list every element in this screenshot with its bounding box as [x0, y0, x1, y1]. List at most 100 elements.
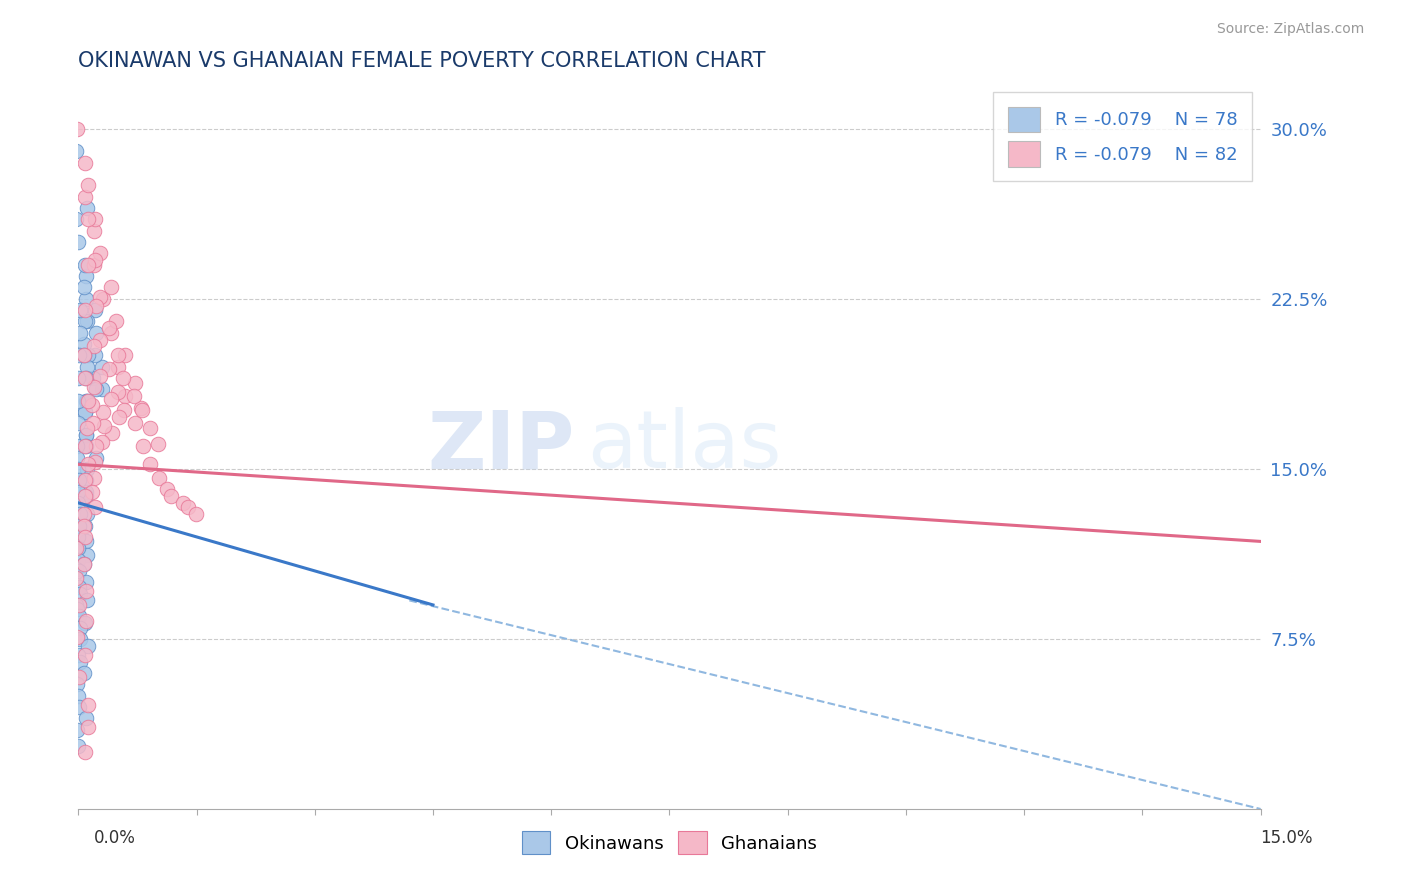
- Point: [73, 349, 96, 363]
- Point: [156, 482, 179, 496]
- Point: [89, 333, 111, 347]
- Point: [67, 609, 90, 624]
- Point: [76, 593, 98, 607]
- Point: [91, 292, 114, 306]
- Point: [146, 437, 169, 451]
- Point: [114, 349, 136, 363]
- Point: [84, 439, 107, 453]
- Point: [89, 246, 111, 260]
- Point: [139, 458, 162, 472]
- Point: [75, 489, 97, 503]
- Point: [84, 383, 107, 397]
- Point: [65, 212, 87, 227]
- Point: [83, 339, 105, 353]
- Point: [83, 224, 105, 238]
- Point: [76, 178, 98, 193]
- Point: [67, 671, 90, 685]
- Point: [83, 380, 105, 394]
- Point: [66, 121, 89, 136]
- Point: [148, 471, 170, 485]
- Text: 15.0%: 15.0%: [1260, 829, 1313, 847]
- Point: [67, 580, 90, 594]
- Point: [76, 462, 98, 476]
- Point: [75, 427, 97, 442]
- Point: [82, 371, 104, 385]
- Point: [75, 484, 97, 499]
- Text: ZIP: ZIP: [427, 407, 575, 485]
- Point: [66, 552, 89, 566]
- Point: [76, 212, 98, 227]
- Point: [76, 258, 98, 272]
- Point: [66, 677, 89, 691]
- Point: [75, 371, 97, 385]
- Point: [84, 303, 107, 318]
- Point: [76, 393, 98, 408]
- Point: [75, 314, 97, 328]
- Point: [73, 557, 96, 571]
- Point: [73, 557, 96, 571]
- Point: [82, 398, 104, 412]
- Point: [67, 700, 90, 714]
- Point: [76, 639, 98, 653]
- Point: [132, 439, 155, 453]
- Point: [75, 439, 97, 453]
- Point: [65, 145, 87, 159]
- Point: [100, 326, 122, 340]
- Point: [98, 321, 121, 335]
- Point: [73, 518, 96, 533]
- Point: [67, 648, 90, 662]
- Point: [69, 303, 91, 318]
- Point: [69, 632, 91, 646]
- Point: [75, 648, 97, 662]
- Point: [77, 393, 100, 408]
- Point: [107, 349, 129, 363]
- Point: [75, 575, 97, 590]
- Point: [84, 500, 107, 515]
- Point: [83, 258, 105, 272]
- Point: [76, 421, 98, 435]
- Point: [66, 602, 89, 616]
- Point: [75, 614, 97, 628]
- Legend: R = -0.079    N = 78, R = -0.079    N = 82: R = -0.079 N = 78, R = -0.079 N = 82: [993, 93, 1251, 181]
- Point: [75, 489, 97, 503]
- Text: OKINAWAN VS GHANAIAN FEMALE POVERTY CORRELATION CHART: OKINAWAN VS GHANAIAN FEMALE POVERTY CORR…: [79, 51, 766, 70]
- Point: [73, 405, 96, 419]
- Point: [69, 349, 91, 363]
- Point: [186, 507, 208, 521]
- Point: [73, 349, 96, 363]
- Point: [75, 292, 97, 306]
- Point: [76, 314, 98, 328]
- Point: [65, 571, 87, 585]
- Point: [73, 507, 96, 521]
- Text: atlas: atlas: [586, 407, 782, 485]
- Point: [89, 368, 111, 383]
- Point: [112, 371, 135, 385]
- Point: [76, 473, 98, 487]
- Point: [176, 500, 198, 515]
- Point: [77, 349, 100, 363]
- Text: Source: ZipAtlas.com: Source: ZipAtlas.com: [1216, 22, 1364, 37]
- Point: [65, 598, 87, 612]
- Point: [100, 392, 122, 406]
- Point: [112, 403, 135, 417]
- Point: [108, 409, 131, 424]
- Point: [73, 473, 96, 487]
- Point: [124, 417, 146, 431]
- Point: [66, 739, 89, 753]
- Point: [76, 507, 98, 521]
- Point: [69, 621, 91, 635]
- Point: [107, 359, 129, 374]
- Point: [66, 496, 89, 510]
- Point: [67, 518, 90, 533]
- Point: [66, 439, 89, 453]
- Point: [67, 371, 90, 385]
- Point: [76, 201, 98, 215]
- Point: [131, 403, 153, 417]
- Point: [67, 541, 90, 556]
- Point: [75, 530, 97, 544]
- Point: [69, 655, 91, 669]
- Point: [101, 425, 124, 440]
- Point: [66, 530, 89, 544]
- Point: [100, 280, 122, 294]
- Point: [159, 489, 181, 503]
